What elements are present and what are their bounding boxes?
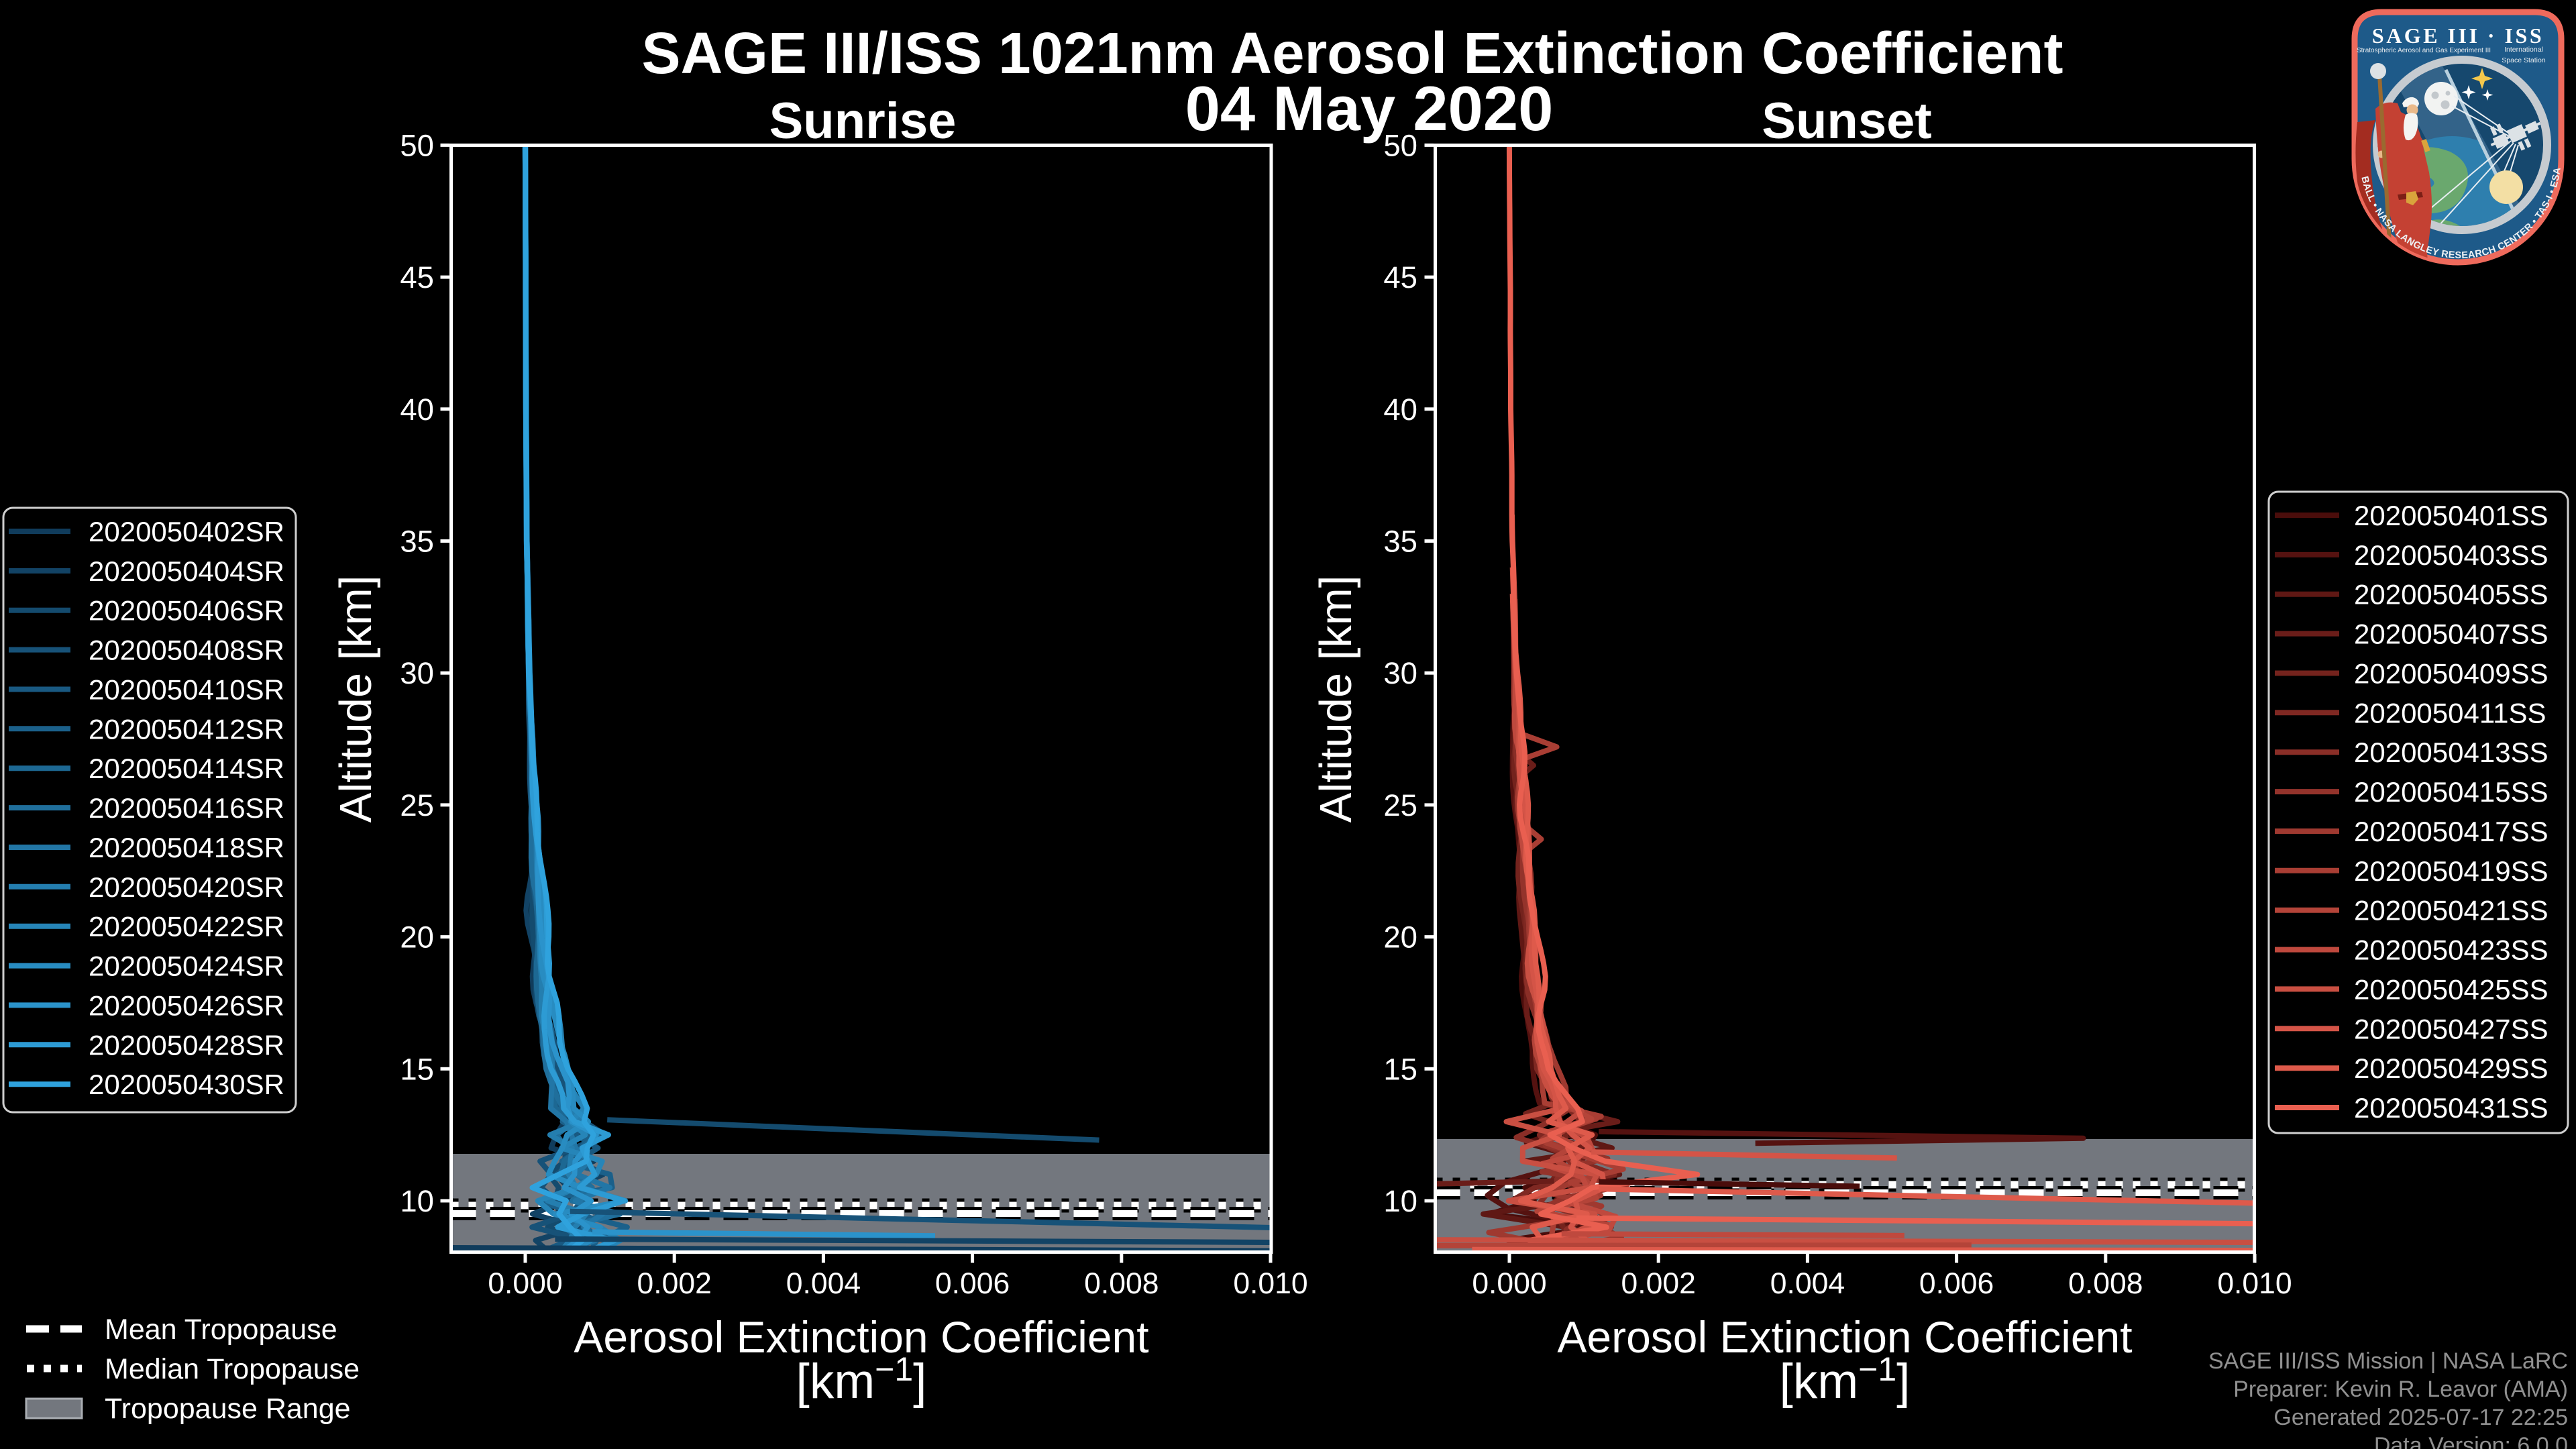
svg-text:2020050428SR: 2020050428SR bbox=[89, 1029, 284, 1061]
svg-text:0.010: 0.010 bbox=[1233, 1267, 1307, 1300]
svg-text:Preparer: Kevin R. Leavor (AMA: Preparer: Kevin R. Leavor (AMA) bbox=[2233, 1377, 2568, 1402]
svg-text:25: 25 bbox=[400, 788, 434, 822]
svg-text:2020050421SS: 2020050421SS bbox=[2354, 895, 2548, 926]
svg-text:2020050429SS: 2020050429SS bbox=[2354, 1053, 2548, 1084]
svg-text:50: 50 bbox=[1383, 128, 1417, 162]
svg-text:2020050413SS: 2020050413SS bbox=[2354, 737, 2548, 768]
svg-text:0.004: 0.004 bbox=[786, 1267, 861, 1300]
svg-text:30: 30 bbox=[400, 656, 434, 690]
svg-text:Median Tropopause: Median Tropopause bbox=[105, 1353, 360, 1385]
svg-text:2020050419SS: 2020050419SS bbox=[2354, 855, 2548, 887]
svg-text:50: 50 bbox=[400, 128, 434, 162]
svg-text:Aerosol Extinction Coefficient: Aerosol Extinction Coefficient bbox=[1557, 1312, 2132, 1362]
svg-text:0.000: 0.000 bbox=[488, 1267, 562, 1300]
svg-text:2020050405SS: 2020050405SS bbox=[2354, 579, 2548, 610]
svg-text:0.006: 0.006 bbox=[1919, 1267, 1994, 1300]
svg-text:2020050427SS: 2020050427SS bbox=[2354, 1013, 2548, 1044]
svg-text:0.008: 0.008 bbox=[2068, 1267, 2143, 1300]
svg-text:0.004: 0.004 bbox=[1770, 1267, 1845, 1300]
svg-text:20: 20 bbox=[400, 920, 434, 955]
svg-text:2020050426SR: 2020050426SR bbox=[89, 989, 284, 1021]
svg-text:2020050431SS: 2020050431SS bbox=[2354, 1092, 2548, 1124]
svg-text:Altitude [km]: Altitude [km] bbox=[1311, 576, 1361, 823]
svg-text:0.008: 0.008 bbox=[1084, 1267, 1159, 1300]
svg-text:0.002: 0.002 bbox=[1621, 1267, 1696, 1300]
svg-text:2020050417SS: 2020050417SS bbox=[2354, 816, 2548, 847]
svg-text:40: 40 bbox=[1383, 392, 1417, 427]
svg-text:Stratospheric Aerosol and Gas: Stratospheric Aerosol and Gas Experiment… bbox=[2357, 47, 2491, 54]
svg-text:15: 15 bbox=[1383, 1052, 1417, 1086]
svg-text:Space Station: Space Station bbox=[2502, 56, 2546, 64]
svg-text:2020050411SS: 2020050411SS bbox=[2354, 697, 2546, 729]
svg-text:2020050409SS: 2020050409SS bbox=[2354, 658, 2548, 690]
svg-text:Data Version: 6.0.0: Data Version: 6.0.0 bbox=[2374, 1433, 2568, 1449]
svg-text:2020050408SR: 2020050408SR bbox=[89, 635, 284, 666]
svg-text:Sunset: Sunset bbox=[1762, 93, 1931, 150]
svg-text:35: 35 bbox=[400, 525, 434, 559]
svg-text:SAGE III/ISS 1021nm Aerosol Ex: SAGE III/ISS 1021nm Aerosol Extinction C… bbox=[641, 21, 2063, 86]
svg-text:0.010: 0.010 bbox=[2217, 1267, 2292, 1300]
svg-text:2020050412SR: 2020050412SR bbox=[89, 713, 284, 745]
svg-text:2020050420SR: 2020050420SR bbox=[89, 871, 284, 903]
svg-text:2020050418SR: 2020050418SR bbox=[89, 832, 284, 863]
svg-text:45: 45 bbox=[400, 260, 434, 294]
svg-text:2020050423SS: 2020050423SS bbox=[2354, 934, 2548, 966]
svg-text:International: International bbox=[2504, 46, 2543, 54]
svg-text:45: 45 bbox=[1383, 260, 1417, 294]
svg-text:2020050416SR: 2020050416SR bbox=[89, 792, 284, 824]
svg-text:Generated 2025-07-17 22:25: Generated 2025-07-17 22:25 bbox=[2273, 1405, 2568, 1430]
svg-text:40: 40 bbox=[400, 392, 434, 427]
svg-text:Mean Tropopause: Mean Tropopause bbox=[105, 1313, 337, 1346]
svg-text:2020050406SR: 2020050406SR bbox=[89, 595, 284, 627]
svg-text:35: 35 bbox=[1383, 525, 1417, 559]
svg-text:20: 20 bbox=[1383, 920, 1417, 955]
svg-text:2020050407SS: 2020050407SS bbox=[2354, 619, 2548, 650]
svg-text:Altitude [km]: Altitude [km] bbox=[331, 576, 381, 823]
svg-text:0.006: 0.006 bbox=[935, 1267, 1010, 1300]
svg-text:2020050415SS: 2020050415SS bbox=[2354, 776, 2548, 808]
svg-text:2020050422SR: 2020050422SR bbox=[89, 911, 284, 943]
svg-text:25: 25 bbox=[1383, 788, 1417, 822]
svg-text:0.000: 0.000 bbox=[1472, 1267, 1546, 1300]
svg-text:2020050414SR: 2020050414SR bbox=[89, 753, 284, 784]
svg-text:SAGE III/ISS Mission | NASA La: SAGE III/ISS Mission | NASA LaRC bbox=[2208, 1348, 2568, 1374]
svg-text:2020050404SR: 2020050404SR bbox=[89, 555, 284, 587]
svg-text:Sunrise: Sunrise bbox=[769, 93, 957, 150]
svg-text:0.002: 0.002 bbox=[637, 1267, 712, 1300]
svg-text:2020050424SR: 2020050424SR bbox=[89, 951, 284, 982]
svg-text:2020050425SS: 2020050425SS bbox=[2354, 973, 2548, 1005]
svg-text:SAGE III · ISS: SAGE III · ISS bbox=[2372, 23, 2544, 48]
svg-text:Tropopause Range: Tropopause Range bbox=[105, 1393, 351, 1425]
svg-text:10: 10 bbox=[1383, 1184, 1417, 1218]
svg-text:2020050410SR: 2020050410SR bbox=[89, 674, 284, 706]
svg-text:15: 15 bbox=[400, 1052, 434, 1086]
svg-text:Aerosol Extinction Coefficient: Aerosol Extinction Coefficient bbox=[574, 1312, 1148, 1362]
svg-text:2020050402SR: 2020050402SR bbox=[89, 516, 284, 547]
svg-text:04 May 2020: 04 May 2020 bbox=[1185, 73, 1554, 144]
svg-text:2020050401SS: 2020050401SS bbox=[2354, 500, 2548, 531]
svg-text:10: 10 bbox=[400, 1184, 434, 1218]
svg-text:30: 30 bbox=[1383, 656, 1417, 690]
svg-text:2020050430SR: 2020050430SR bbox=[89, 1069, 284, 1100]
svg-text:2020050403SS: 2020050403SS bbox=[2354, 539, 2548, 571]
